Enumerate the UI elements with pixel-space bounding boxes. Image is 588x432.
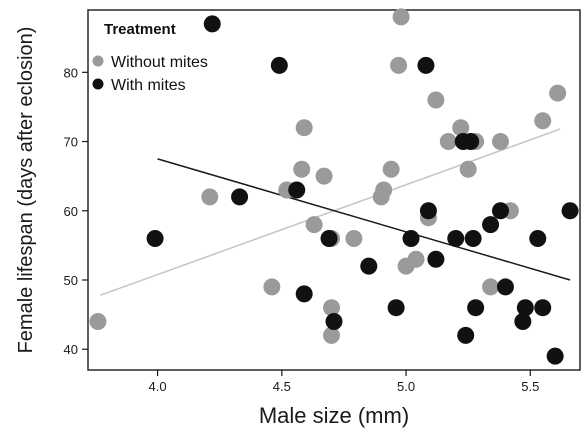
point-with-mites — [462, 133, 480, 151]
point-without-mites — [89, 313, 107, 331]
point-with-mites — [295, 285, 313, 303]
point-without-mites — [315, 167, 333, 185]
legend-title: Treatment — [104, 21, 176, 38]
point-with-mites — [457, 326, 475, 344]
data-points — [89, 8, 579, 365]
trend-lines — [100, 128, 571, 296]
point-without-mites — [201, 188, 219, 206]
point-without-mites — [439, 133, 457, 151]
legend-label-with-mites: With mites — [111, 77, 186, 94]
trend-line-with-mites — [157, 158, 571, 281]
point-with-mites — [360, 257, 378, 275]
x-tick-label: 4.0 — [149, 379, 167, 394]
point-with-mites — [402, 229, 420, 247]
legend: Treatment Without mites With mites — [92, 21, 208, 94]
point-with-mites — [464, 229, 482, 247]
point-without-mites — [295, 119, 313, 137]
point-with-mites — [417, 56, 435, 74]
legend-marker-without-mites — [92, 55, 104, 67]
point-with-mites — [447, 229, 465, 247]
trend-line-without-mites — [100, 128, 561, 296]
point-without-mites — [491, 133, 509, 151]
point-with-mites — [419, 202, 437, 220]
point-with-mites — [529, 229, 547, 247]
point-with-mites — [288, 181, 306, 199]
point-without-mites — [534, 112, 552, 130]
point-with-mites — [146, 229, 164, 247]
y-tick-label: 70 — [64, 135, 78, 150]
point-with-mites — [467, 299, 485, 317]
x-axis-title: Male size (mm) — [259, 403, 409, 428]
point-with-mites — [514, 313, 532, 331]
point-with-mites — [320, 229, 338, 247]
point-with-mites — [203, 15, 221, 33]
point-with-mites — [534, 299, 552, 317]
point-without-mites — [407, 250, 425, 268]
point-without-mites — [293, 160, 311, 178]
y-axis-title: Female lifespan (days after eclosion) — [15, 27, 37, 354]
legend-marker-with-mites — [92, 78, 104, 90]
point-with-mites — [387, 299, 405, 317]
y-tick-label: 80 — [64, 65, 78, 80]
point-without-mites — [323, 326, 341, 344]
y-tick-label: 40 — [64, 342, 78, 357]
point-with-mites — [516, 299, 534, 317]
legend-label-without-mites: Without mites — [111, 54, 208, 71]
axes-layer: 4.0 4.5 5.0 5.5 40 50 60 70 80 — [64, 65, 540, 394]
x-tick-label: 4.5 — [273, 379, 291, 394]
point-without-mites — [427, 91, 445, 109]
point-without-mites — [263, 278, 281, 296]
point-without-mites — [459, 160, 477, 178]
point-without-mites — [549, 84, 567, 102]
x-tick-label: 5.5 — [521, 379, 539, 394]
point-with-mites — [231, 188, 249, 206]
point-without-mites — [390, 56, 408, 74]
point-with-mites — [561, 202, 579, 220]
y-tick-label: 60 — [64, 204, 78, 219]
point-without-mites — [323, 299, 341, 317]
x-tick-label: 5.0 — [397, 379, 415, 394]
point-with-mites — [491, 202, 509, 220]
point-without-mites — [305, 216, 323, 234]
point-without-mites — [452, 119, 470, 137]
point-with-mites — [325, 313, 343, 331]
point-with-mites — [270, 56, 288, 74]
point-with-mites — [496, 278, 514, 296]
y-tick-label: 50 — [64, 273, 78, 288]
point-with-mites — [427, 250, 445, 268]
point-with-mites — [546, 347, 564, 365]
point-with-mites — [482, 216, 500, 234]
point-without-mites — [482, 278, 500, 296]
point-without-mites — [392, 8, 410, 26]
point-without-mites — [375, 181, 393, 199]
point-without-mites — [382, 160, 400, 178]
point-without-mites — [345, 229, 363, 247]
